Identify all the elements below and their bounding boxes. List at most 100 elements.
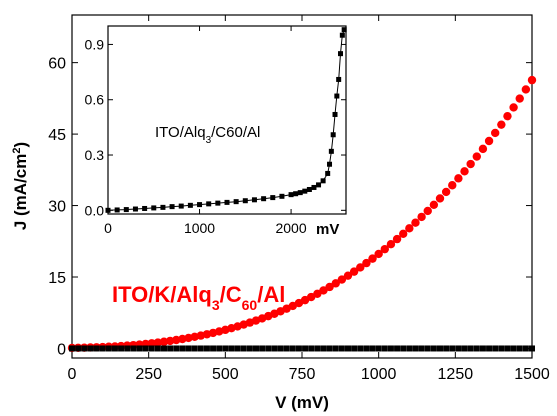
data-point-k-device — [331, 279, 340, 288]
data-point-k-device — [472, 152, 481, 161]
data-point-k-device — [484, 136, 494, 146]
y-tick-label: 0 — [57, 341, 66, 358]
data-point-reference-device — [271, 345, 278, 352]
data-point-reference-device — [246, 345, 253, 352]
data-point-reference-device — [197, 345, 204, 352]
data-point-k-device — [362, 258, 371, 268]
data-point-reference-device — [320, 345, 327, 352]
inset-data-point — [316, 182, 322, 188]
inset-y-tick-label: 0.6 — [85, 92, 105, 108]
data-point-reference-device — [338, 345, 345, 352]
data-point-k-device — [159, 337, 169, 346]
inset-data-point — [330, 132, 336, 138]
x-tick-label: 1000 — [361, 366, 397, 383]
x-tick-label: 500 — [212, 366, 239, 383]
inset-x-tick-label: 1000 — [184, 220, 215, 236]
data-point-reference-device — [332, 345, 339, 352]
inset-data-point — [233, 199, 239, 205]
inset-data-point — [332, 111, 338, 117]
data-point-k-device — [497, 120, 506, 129]
data-point-reference-device — [308, 345, 315, 352]
data-point-reference-device — [295, 345, 302, 352]
data-point-k-device — [386, 239, 396, 249]
data-point-reference-device — [240, 345, 247, 352]
inset-data-point — [206, 201, 212, 207]
x-tick-label: 0 — [68, 366, 77, 383]
data-point-reference-device — [283, 345, 290, 352]
inset-x-tick-label: 0 — [104, 220, 112, 236]
data-point-reference-device — [277, 345, 284, 352]
data-point-k-device — [417, 212, 426, 222]
data-point-reference-device — [203, 345, 210, 352]
x-tick-label: 750 — [289, 366, 316, 383]
data-point-reference-device — [424, 345, 431, 352]
data-point-reference-device — [167, 345, 174, 352]
data-point-reference-device — [498, 345, 505, 352]
data-point-reference-device — [461, 345, 468, 352]
data-point-k-device — [460, 167, 469, 176]
data-point-k-device — [515, 94, 524, 103]
data-point-k-device — [429, 200, 439, 209]
inset-data-point — [105, 207, 111, 213]
data-point-reference-device — [222, 345, 229, 352]
inset-data-point — [251, 197, 257, 203]
data-point-k-device — [503, 111, 512, 121]
inset-y-tick-label: 0.9 — [85, 36, 105, 52]
data-point-reference-device — [400, 345, 407, 352]
data-point-reference-device — [455, 345, 462, 352]
inset-data-point — [151, 205, 157, 211]
data-point-reference-device — [486, 345, 493, 352]
data-point-k-device — [374, 249, 383, 259]
data-point-reference-device — [179, 345, 186, 352]
data-point-reference-device — [118, 345, 125, 352]
inset-data-point — [261, 196, 267, 202]
data-point-reference-device — [302, 345, 309, 352]
data-point-reference-device — [357, 345, 364, 352]
x-tick-label: 1250 — [438, 366, 474, 383]
inset-data-point — [279, 193, 285, 199]
data-point-k-device — [521, 85, 531, 94]
data-point-reference-device — [387, 345, 394, 352]
data-point-reference-device — [99, 345, 106, 352]
y-tick-label: 60 — [48, 56, 66, 73]
data-point-reference-device — [81, 345, 88, 352]
x-tick-label: 1500 — [514, 366, 550, 383]
data-point-reference-device — [504, 345, 511, 352]
data-point-k-device — [319, 286, 328, 295]
inset-data-point — [293, 191, 299, 197]
inset-data-point — [160, 204, 166, 210]
y-tick-label: 45 — [48, 127, 66, 144]
inset-data-point — [215, 200, 221, 206]
data-point-reference-device — [412, 345, 419, 352]
data-point-k-device — [368, 254, 377, 263]
data-point-k-device — [448, 181, 457, 190]
data-point-reference-device — [142, 345, 149, 352]
data-point-reference-device — [516, 345, 523, 352]
inset-tick-labels: 0 1000 2000 0.0 0.3 0.6 0.9 — [85, 36, 307, 236]
inset-data-point — [123, 207, 129, 213]
data-point-reference-device — [191, 345, 198, 352]
data-point-reference-device — [381, 345, 388, 352]
data-point-reference-device — [265, 345, 272, 352]
inset-data-point — [142, 205, 148, 211]
data-point-k-device — [527, 75, 537, 85]
inset-y-tick-label: 0.0 — [85, 202, 105, 218]
data-point-reference-device — [437, 345, 443, 352]
data-point-reference-device — [210, 345, 217, 352]
data-point-reference-device — [148, 345, 155, 352]
data-point-k-device — [411, 218, 420, 227]
data-point-reference-device — [136, 345, 143, 352]
inset-data-point — [336, 76, 342, 82]
inset-data-point — [197, 202, 203, 208]
inset-data-point — [242, 198, 248, 204]
main-axis-ticks — [71, 15, 533, 358]
data-point-reference-device — [111, 345, 118, 352]
inset-data-point — [306, 186, 312, 192]
inset-data-point — [339, 32, 345, 38]
data-point-reference-device — [529, 345, 535, 352]
data-point-k-device — [153, 338, 163, 347]
y-tick-label: 30 — [48, 199, 66, 216]
data-point-reference-device — [430, 345, 437, 352]
inset-data-point — [132, 206, 138, 212]
inset-series-group — [105, 27, 347, 213]
